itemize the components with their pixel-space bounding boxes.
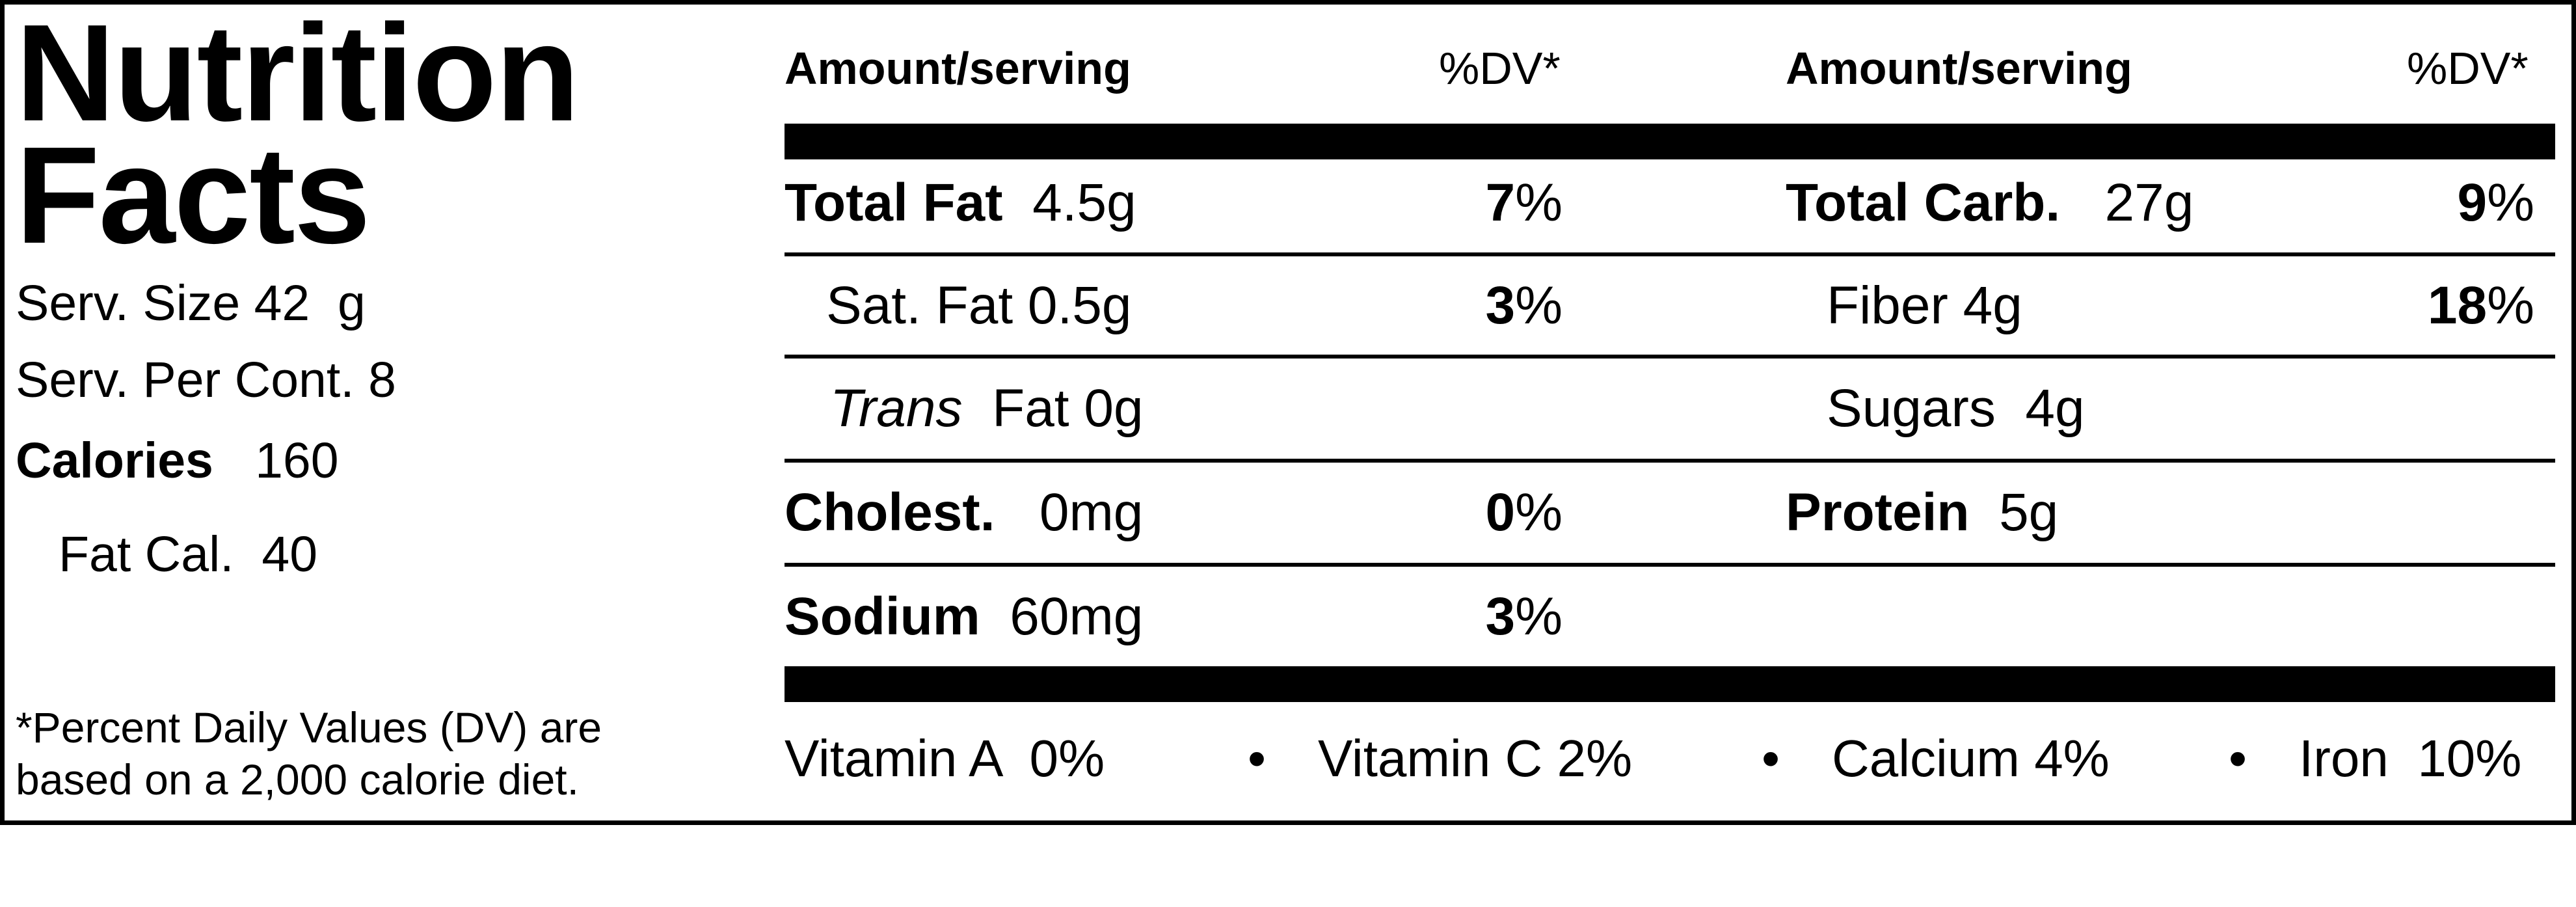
right-dv-header: %DV*: [2407, 43, 2529, 94]
serving-size-value: 42 g: [254, 275, 366, 331]
sodium-dv: 3%: [1327, 584, 1563, 649]
bullet-separator: •: [1248, 729, 1267, 787]
dv-number: 0: [1485, 483, 1516, 542]
bullet-separator: •: [2229, 729, 2247, 787]
dv-unit: %: [1515, 276, 1563, 335]
dv-unit: %: [1515, 587, 1563, 646]
iron: Iron 10%: [2299, 726, 2521, 791]
dv-unit: %: [1515, 483, 1563, 542]
nutrient-amount: 5g: [1999, 483, 2059, 542]
nutrient-name: Total Carb.: [1786, 173, 2061, 232]
vitamin-name: Vitamin C: [1318, 729, 1543, 787]
row-divider: [785, 563, 2555, 567]
sugars-row: Sugars 4g: [1827, 376, 2085, 441]
nutrient-name: Cholest.: [785, 483, 995, 542]
servings-per-container-value: 8: [368, 352, 396, 408]
footnote-line-1: *Percent Daily Values (DV) are: [16, 703, 602, 751]
nutrient-name-italic: Trans: [830, 379, 963, 438]
nutrient-name: Sat. Fat: [826, 276, 1013, 335]
trans-fat-row: Trans Fat 0g: [830, 376, 1144, 441]
cholesterol-dv: 0%: [1327, 480, 1563, 545]
dv-unit: %: [1515, 173, 1563, 232]
total-carb-row: Total Carb. 27g: [1786, 170, 2194, 236]
sodium-row: Sodium 60mg: [785, 584, 1143, 649]
calories-value: 160: [255, 433, 339, 489]
total-carb-dv: 9%: [2316, 170, 2534, 236]
serving-size-label: Serv. Size: [16, 275, 241, 331]
nutrient-amount: 0mg: [1039, 483, 1144, 542]
fiber-dv: 18%: [2316, 273, 2534, 338]
nutrient-amount: 4.5g: [1032, 173, 1136, 232]
title-line-1: Nutrition: [16, 0, 580, 150]
vitamin-value: 0%: [1029, 729, 1105, 787]
vitamin-name: Vitamin A: [785, 729, 1001, 787]
serving-size: Serv. Size 42 g: [16, 273, 366, 333]
nutrient-name: Sodium: [785, 587, 980, 646]
vitamin-value: 4%: [2034, 729, 2110, 787]
left-amount-header: Amount/serving: [785, 43, 1131, 94]
cholesterol-row: Cholest. 0mg: [785, 480, 1143, 545]
nutrient-amount: 60mg: [1010, 587, 1144, 646]
nutrient-name: Fat: [992, 379, 1069, 438]
total-fat-row: Total Fat 4.5g: [785, 170, 1136, 236]
right-amount-header: Amount/serving: [1786, 43, 2132, 94]
vitamin-c: Vitamin C 2%: [1318, 726, 1632, 791]
servings-per-container-label: Serv. Per Cont.: [16, 352, 355, 408]
nutrient-name: Total Fat: [785, 173, 1003, 232]
vitamin-name: Iron: [2299, 729, 2389, 787]
fiber-row: Fiber 4g: [1827, 273, 2022, 338]
calories-label: Calories: [16, 433, 213, 489]
nutrient-amount: 4g: [1963, 276, 2022, 335]
nutrient-amount: 27g: [2104, 173, 2194, 232]
dv-unit: %: [2487, 173, 2534, 232]
nutrient-name: Sugars: [1827, 379, 1996, 438]
nutrient-amount: 0.5g: [1027, 276, 1132, 335]
footnote-line-2: based on a 2,000 calorie diet.: [16, 755, 579, 804]
sat-fat-dv: 3%: [1327, 273, 1563, 338]
vitamin-a: Vitamin A 0%: [785, 726, 1105, 791]
vitamin-value: 2%: [1557, 729, 1633, 787]
dv-number: 7: [1485, 173, 1516, 232]
nutrient-amount: 4g: [2025, 379, 2085, 438]
footnote: *Percent Daily Values (DV) are based on …: [16, 701, 602, 805]
label-title: Nutrition Facts: [16, 0, 580, 272]
fat-calories-label: Fat Cal.: [59, 526, 234, 582]
dv-unit: %: [2487, 276, 2534, 335]
dv-number: 9: [2457, 173, 2488, 232]
protein-row: Protein 5g: [1786, 480, 2058, 545]
vitamin-value: 10%: [2417, 729, 2522, 787]
fat-calories-value: 40: [262, 526, 318, 582]
left-dv-header: %DV*: [1439, 43, 1561, 94]
dv-number: 3: [1485, 587, 1516, 646]
sat-fat-row: Sat. Fat 0.5g: [826, 273, 1132, 338]
row-divider: [785, 459, 2555, 463]
row-divider: [785, 355, 2555, 359]
calcium: Calcium 4%: [1832, 726, 2110, 791]
nutrient-name: Protein: [1786, 483, 1970, 542]
bottom-thick-bar: [785, 666, 2555, 702]
bullet-separator: •: [1762, 729, 1780, 787]
servings-per-container: Serv. Per Cont. 8: [16, 350, 396, 410]
title-line-2: Facts: [16, 118, 371, 272]
calories: Calories 160: [16, 431, 339, 491]
dv-number: 18: [2427, 276, 2488, 335]
vitamin-name: Calcium: [1832, 729, 2020, 787]
dv-number: 3: [1485, 276, 1516, 335]
row-divider: [785, 252, 2555, 256]
top-thick-bar: [785, 124, 2555, 159]
fat-calories: Fat Cal. 40: [59, 524, 317, 584]
total-fat-dv: 7%: [1327, 170, 1563, 236]
nutrient-name: Fiber: [1827, 276, 1948, 335]
nutrient-amount: 0g: [1084, 379, 1144, 438]
